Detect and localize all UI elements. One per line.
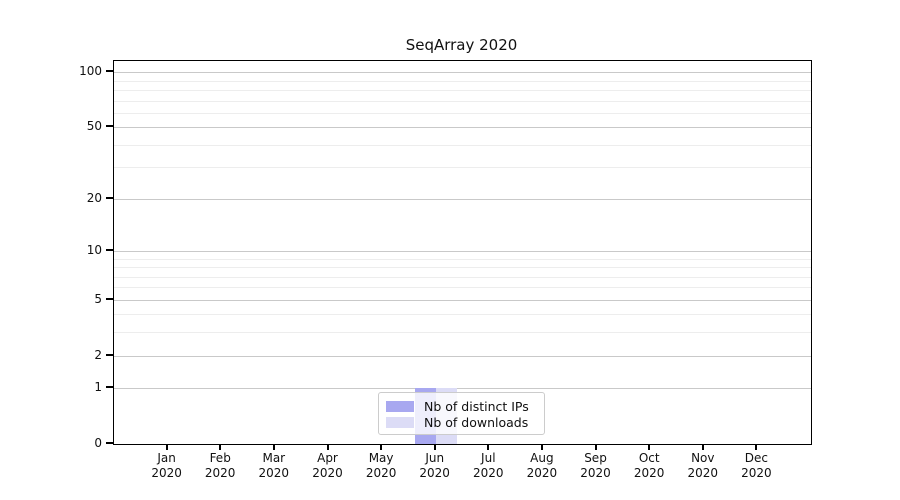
- major-gridline: [114, 127, 811, 129]
- minor-gridline: [114, 314, 811, 316]
- y-axis-tick-mark: [106, 125, 113, 128]
- major-gridline: [114, 198, 811, 200]
- major-gridline: [114, 355, 811, 357]
- minor-gridline: [114, 80, 811, 82]
- minor-gridline: [114, 276, 811, 278]
- y-axis-tick-label: 10: [86, 242, 102, 257]
- y-axis-tick-mark: [106, 353, 113, 356]
- minor-gridline: [114, 100, 811, 102]
- y-axis-tick-label: 100: [79, 64, 102, 79]
- y-axis-tick-mark: [106, 70, 113, 73]
- y-axis-tick-label: 5: [94, 291, 102, 306]
- x-axis-tick-label: Oct 2020: [633, 451, 665, 480]
- y-axis-tick-label: 0: [94, 436, 102, 450]
- minor-gridline: [114, 287, 811, 289]
- legend-swatch-icon: [386, 400, 414, 412]
- y-axis-tick-mark: [106, 386, 113, 389]
- major-gridline: [114, 72, 811, 74]
- legend: Nb of distinct IPs Nb of downloads: [378, 392, 545, 435]
- minor-gridline: [114, 89, 811, 91]
- y-axis-tick-label: 1: [94, 380, 102, 395]
- minor-gridline: [114, 144, 811, 146]
- minor-gridline: [114, 112, 811, 114]
- legend-item: Nb of distinct IPs: [386, 398, 536, 414]
- plot-area: [113, 60, 812, 445]
- minor-gridline: [114, 332, 811, 334]
- minor-gridline: [114, 258, 811, 260]
- y-axis-tick-label: 50: [86, 119, 102, 134]
- x-axis-tick-label: Feb 2020: [204, 451, 236, 480]
- y-axis-tick-label: 20: [86, 190, 102, 205]
- x-axis-tick-label: Jan 2020: [151, 451, 182, 480]
- x-axis-tick-label: Sep 2020: [580, 451, 611, 480]
- x-axis-tick-label: May 2020: [365, 451, 397, 480]
- y-axis-tick-label: 2: [94, 347, 102, 362]
- major-gridline: [114, 299, 811, 301]
- chart-title: SeqArray 2020: [405, 36, 518, 54]
- y-axis-tick-mark: [106, 196, 113, 199]
- x-axis-tick-label: Nov 2020: [687, 451, 719, 480]
- legend-label: Nb of distinct IPs: [424, 398, 529, 414]
- x-axis-tick-label: Apr 2020: [312, 451, 343, 480]
- x-axis-tick-label: Mar 2020: [258, 451, 290, 480]
- minor-gridline: [114, 167, 811, 169]
- legend-item: Nb of downloads: [386, 414, 536, 430]
- x-axis-tick-label: Aug 2020: [526, 451, 558, 480]
- x-axis-tick-label: Jun 2020: [419, 451, 450, 480]
- major-gridline: [114, 250, 811, 252]
- x-axis-tick-label: Dec 2020: [741, 451, 772, 480]
- major-gridline: [114, 388, 811, 390]
- y-axis-tick-mark: [106, 442, 113, 444]
- y-axis-tick-mark: [106, 248, 113, 251]
- minor-gridline: [114, 267, 811, 268]
- legend-swatch-icon: [386, 416, 414, 428]
- legend-label: Nb of downloads: [424, 414, 529, 430]
- x-axis-tick-label: Jul 2020: [473, 451, 504, 480]
- y-axis-tick-mark: [106, 297, 113, 300]
